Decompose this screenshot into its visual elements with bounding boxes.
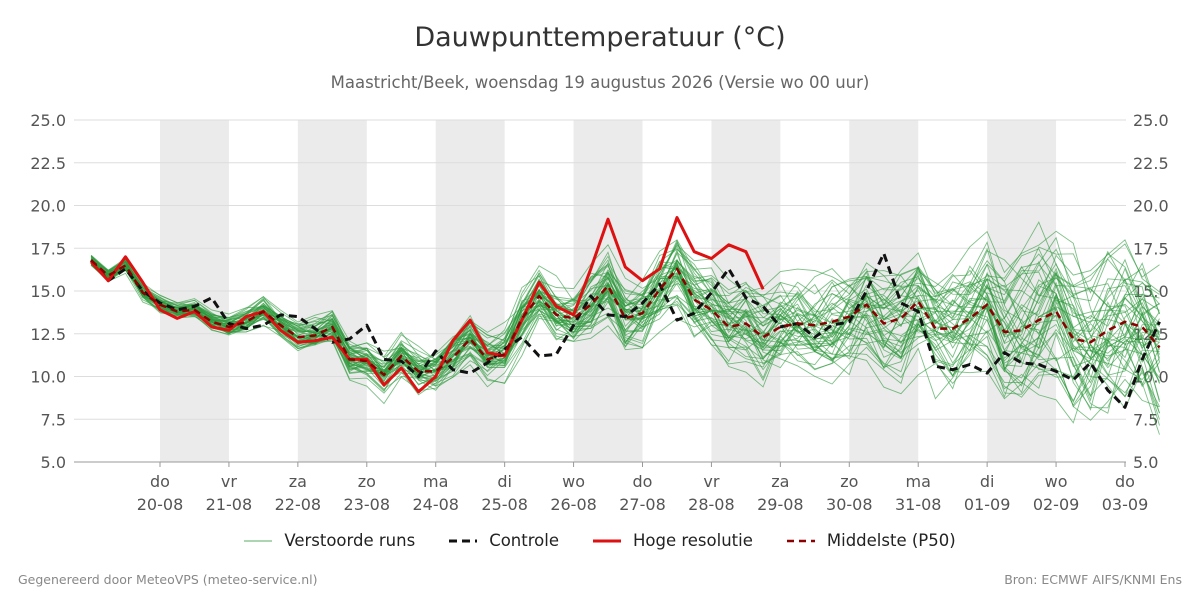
legend-swatch-median — [786, 539, 815, 542]
main-lines — [89, 216, 1161, 409]
x-tick-date: 22-08 — [275, 495, 322, 514]
y-tick-right: 5.0 — [1133, 453, 1158, 472]
x-tick-day: za — [289, 472, 307, 491]
x-tick-day: ma — [906, 472, 931, 491]
x-tick-date: 28-08 — [688, 495, 735, 514]
x-tick-date: 31-08 — [895, 495, 942, 514]
legend-label-high-res: Hoge resolutie — [632, 531, 753, 550]
x-tick-day: vr — [703, 472, 719, 491]
x-tick-day: do — [150, 472, 170, 491]
legend-item-high-res[interactable]: Hoge resolutie — [592, 531, 753, 550]
x-tick-day: ma — [423, 472, 448, 491]
x-tick-day: di — [497, 472, 512, 491]
legend-swatch-ensemble — [244, 540, 273, 541]
grid-lines — [74, 119, 1126, 463]
y-tick-left: 7.5 — [41, 410, 66, 429]
x-tick-day: za — [771, 472, 789, 491]
y-tick-left: 20.0 — [30, 197, 66, 216]
legend-item-ensemble[interactable]: Verstoorde runs — [244, 531, 415, 550]
x-tick-day: vr — [221, 472, 237, 491]
y-tick-left: 22.5 — [30, 154, 66, 173]
high-res-line — [89, 216, 765, 394]
legend-item-control[interactable]: Controle — [449, 531, 559, 550]
x-tick-date: 23-08 — [344, 495, 391, 514]
x-tick-day: wo — [562, 472, 585, 491]
x-tick-date: 24-08 — [412, 495, 459, 514]
ensemble-member-line — [90, 255, 1160, 377]
y-axis-left: 5.0 7.5 10.0 12.5 15.0 17.5 20.0 22.5 25.0 — [30, 111, 66, 472]
x-tick-day: wo — [1045, 472, 1068, 491]
x-tick-date: 20-08 — [137, 495, 184, 514]
legend-label-median: Middelste (P50) — [826, 531, 956, 550]
legend-label-ensemble: Verstoorde runs — [284, 531, 416, 550]
y-tick-left: 25.0 — [30, 111, 66, 130]
ensemble-member-line — [90, 254, 1160, 397]
y-tick-left: 5.0 — [41, 453, 66, 472]
x-tick-date: 29-08 — [757, 495, 804, 514]
x-tick-date: 26-08 — [550, 495, 597, 514]
x-tick-day: zo — [358, 472, 376, 491]
control-line — [89, 251, 1161, 409]
median-line — [90, 259, 1161, 377]
y-tick-left: 17.5 — [30, 239, 66, 258]
x-tick-date: 21-08 — [206, 495, 253, 514]
y-tick-left: 12.5 — [30, 325, 66, 344]
y-tick-left: 15.0 — [30, 282, 66, 301]
x-tick-day: do — [633, 472, 653, 491]
legend: Verstoorde runs Controle Hoge resolutie … — [0, 531, 1200, 550]
x-axis: do 20-08 vr 21-08 za 22-08 zo 23-08 ma 24-08 di 25-… — [137, 462, 1149, 514]
ensemble-member-line — [90, 250, 1160, 393]
ensemble-member-line — [90, 239, 1160, 386]
y-tick-left: 10.0 — [30, 368, 66, 387]
legend-swatch-high-res — [592, 539, 621, 542]
y-tick-right: 20.0 — [1133, 197, 1169, 216]
footer-generator: Gegenereerd door MeteoVPS (meteo-service… — [18, 572, 318, 587]
x-tick-date: 25-08 — [481, 495, 528, 514]
y-tick-right: 25.0 — [1133, 111, 1169, 130]
x-tick-date: 01-09 — [964, 495, 1011, 514]
legend-swatch-control — [449, 539, 478, 542]
ensemble-member-line — [90, 244, 1160, 386]
legend-label-control: Controle — [489, 531, 559, 550]
x-tick-date: 02-09 — [1033, 495, 1080, 514]
x-tick-date: 27-08 — [619, 495, 666, 514]
x-tick-day: di — [980, 472, 995, 491]
x-tick-date: 30-08 — [826, 495, 873, 514]
y-tick-right: 7.5 — [1133, 410, 1158, 429]
y-tick-right: 22.5 — [1133, 154, 1169, 173]
y-tick-right: 17.5 — [1133, 239, 1169, 258]
chart-subtitle: Maastricht/Beek, woensdag 19 augustus 20… — [330, 73, 870, 92]
legend-item-median[interactable]: Middelste (P50) — [786, 531, 956, 550]
footer-source: Bron: ECMWF AIFS/KNMI Ens — [1004, 572, 1182, 587]
x-tick-day: zo — [840, 472, 858, 491]
x-tick-date: 03-09 — [1102, 495, 1149, 514]
chart-title: Dauwpunttemperatuur (°C) — [414, 22, 786, 53]
x-tick-day: do — [1115, 472, 1135, 491]
ensemble-member-line — [90, 262, 1160, 414]
